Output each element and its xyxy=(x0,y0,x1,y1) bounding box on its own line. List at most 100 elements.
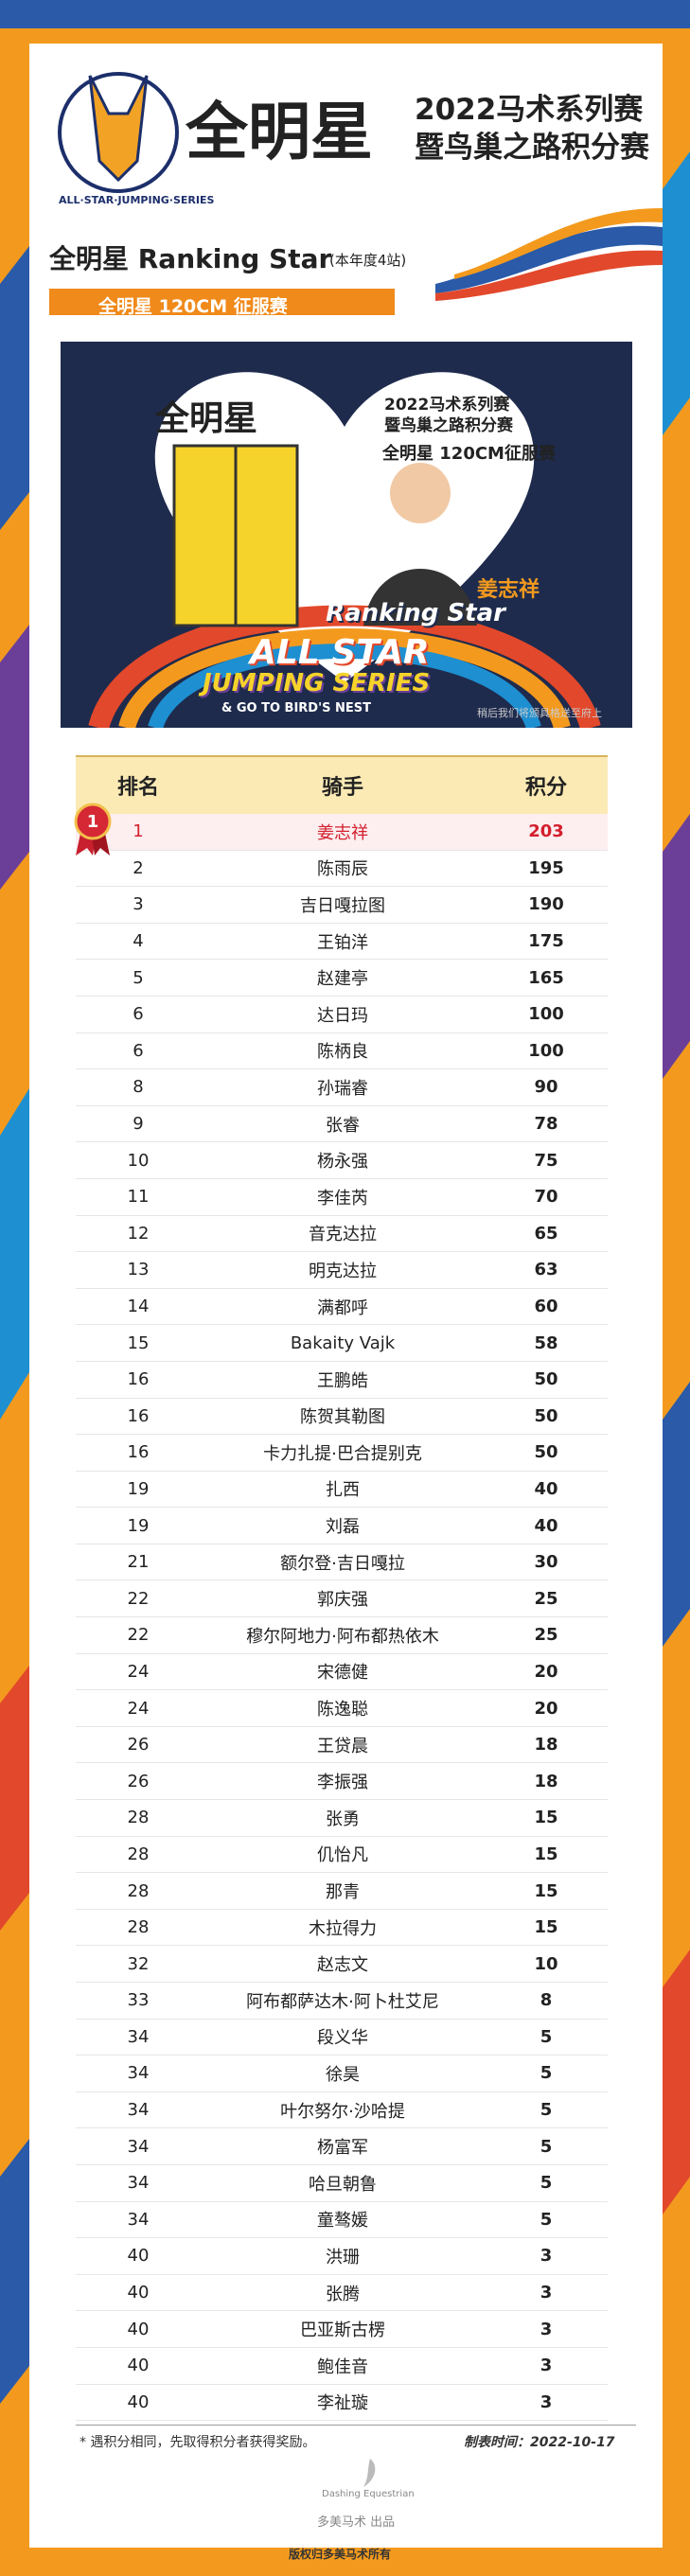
points: 25 xyxy=(534,1625,558,1646)
points: 50 xyxy=(534,1369,558,1390)
rank: 28 xyxy=(127,1917,150,1938)
points: 18 xyxy=(534,1771,558,1791)
table-row: 12 音克达拉 65 xyxy=(76,1216,608,1253)
rider: 宋德健 xyxy=(317,1663,368,1684)
points: 30 xyxy=(534,1552,558,1573)
table-row: 5 赵建亭 165 xyxy=(76,960,608,997)
rank: 19 xyxy=(127,1478,150,1499)
table-row: 4 王铂洋 175 xyxy=(76,924,608,961)
table-row: 6 达日玛 100 xyxy=(76,997,608,1033)
table-row: 28 木拉得力 15 xyxy=(76,1910,608,1947)
event-title: 全明星 120CM 征服赛 xyxy=(98,296,288,317)
points: 78 xyxy=(534,1114,558,1135)
table-row: 28 仉怡凡 15 xyxy=(76,1837,608,1874)
copyright: 版权归多美马术所有 xyxy=(289,2548,392,2561)
event-bar xyxy=(49,289,395,315)
rank: 40 xyxy=(127,2391,150,2412)
rank: 34 xyxy=(127,2063,150,2084)
rank: 16 xyxy=(127,1369,150,1390)
rider: 张睿 xyxy=(326,1115,360,1136)
ranking-table: 排名 骑手 积分 1 姜志祥 203 2 陈雨辰 195 3 吉日嘎拉图 190 4 王铂洋 175 5… xyxy=(76,755,608,2422)
rider: 吉日嘎拉图 xyxy=(300,895,385,916)
points: 15 xyxy=(534,1917,558,1938)
table-row: 16 陈贺其勒图 50 xyxy=(76,1399,608,1436)
logo-text: ALL·STAR·JUMPING·SERIES xyxy=(59,194,215,206)
points: 5 xyxy=(540,2136,553,2157)
rider: 张勇 xyxy=(326,1808,360,1829)
rider: 额尔登·吉日嘎拉 xyxy=(280,1553,405,1574)
rider: 阿布都萨达木·阿卜杜艾尼 xyxy=(246,1991,439,2012)
rank: 13 xyxy=(127,1260,150,1280)
rank: 4 xyxy=(133,931,144,952)
rank: 26 xyxy=(127,1771,150,1791)
brand: 全明星 xyxy=(186,96,373,168)
medal: 1 xyxy=(74,803,112,856)
rider: 徐昊 xyxy=(326,2064,360,2085)
rank: 40 xyxy=(127,2319,150,2339)
rider: 王铂洋 xyxy=(317,932,368,953)
points: 5 xyxy=(540,2063,553,2084)
points: 63 xyxy=(534,1260,558,1280)
banner-event: 全明星 120CM征服赛 xyxy=(382,444,556,464)
table-row: 9 张睿 78 xyxy=(76,1106,608,1143)
producer: 多美马术 出品 xyxy=(317,2515,396,2530)
rank: 28 xyxy=(127,1844,150,1864)
rank: 2 xyxy=(133,857,144,878)
table-row: 34 徐昊 5 xyxy=(76,2056,608,2092)
rank: 24 xyxy=(127,1698,150,1719)
table-row: 3 吉日嘎拉图 190 xyxy=(76,887,608,924)
table-row: 34 段义华 5 xyxy=(76,2020,608,2056)
table-row: 19 刘磊 40 xyxy=(76,1508,608,1544)
rider: 明克达拉 xyxy=(309,1261,377,1281)
header-line2: 暨鸟巢之路积分赛 xyxy=(415,131,649,165)
table-row: 34 哈旦朝鲁 5 xyxy=(76,2165,608,2202)
medal-rank: 1 xyxy=(87,812,99,832)
rider: 张腾 xyxy=(326,2284,360,2304)
rider: 陈雨辰 xyxy=(317,859,368,880)
table-row: 8 孙瑞睿 90 xyxy=(76,1069,608,1106)
points: 3 xyxy=(540,2391,553,2412)
points: 165 xyxy=(528,967,564,988)
rank: 34 xyxy=(127,2026,150,2047)
points: 20 xyxy=(534,1698,558,1719)
rank: 34 xyxy=(127,2100,150,2121)
points: 60 xyxy=(534,1297,558,1317)
footer-rule xyxy=(76,2425,636,2426)
points: 100 xyxy=(528,1040,564,1061)
rider: 李祉璇 xyxy=(317,2393,368,2414)
rider: 那青 xyxy=(326,1882,360,1903)
rider: 李佳芮 xyxy=(317,1188,368,1209)
table-row: 2 陈雨辰 195 xyxy=(76,851,608,888)
table-row: 19 扎西 40 xyxy=(76,1472,608,1509)
rider: 鲍佳音 xyxy=(317,2356,368,2377)
points: 190 xyxy=(528,894,564,915)
rider: 巴亚斯古楞 xyxy=(300,2320,385,2341)
table-row: 40 巴亚斯古楞 3 xyxy=(76,2311,608,2348)
rank: 40 xyxy=(127,2283,150,2303)
table-row: 28 张勇 15 xyxy=(76,1800,608,1837)
points: 5 xyxy=(540,2173,553,2194)
rank: 40 xyxy=(127,2355,150,2376)
rider: 仉怡凡 xyxy=(317,1845,368,1866)
points: 5 xyxy=(540,2026,553,2047)
footer-logo: Dashing Equestrian xyxy=(322,2489,415,2499)
rank: 12 xyxy=(127,1223,150,1244)
table-row: 34 叶尔努尔·沙哈提 5 xyxy=(76,2092,608,2129)
rider: 杨富军 xyxy=(317,2138,368,2159)
points: 5 xyxy=(540,2209,553,2230)
rank: 22 xyxy=(127,1588,150,1609)
table-row: 24 宋德健 20 xyxy=(76,1654,608,1691)
banner-nest: & GO TO BIRD'S NEST xyxy=(221,701,371,715)
footer-logo-icon xyxy=(363,2459,376,2487)
table-row: 28 那青 15 xyxy=(76,1873,608,1910)
rider: Bakaity Vajk xyxy=(290,1332,396,1353)
rank: 33 xyxy=(127,1990,150,2011)
swoosh xyxy=(435,208,663,301)
table-row: 14 满都呼 60 xyxy=(76,1289,608,1326)
points: 15 xyxy=(534,1844,558,1864)
rider: 孙瑞睿 xyxy=(317,1078,368,1099)
points: 70 xyxy=(534,1187,558,1208)
points: 3 xyxy=(540,2355,553,2376)
rider: 李振强 xyxy=(317,1773,368,1793)
section-title: 全明星 Ranking Star xyxy=(49,243,332,274)
